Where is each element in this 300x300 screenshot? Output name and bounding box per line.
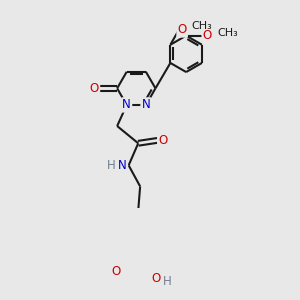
Text: O: O [151,272,160,285]
Text: N: N [122,98,131,111]
Text: H: H [163,275,171,288]
Text: O: O [158,134,167,147]
Text: O: O [202,29,212,42]
Text: CH₃: CH₃ [192,21,212,31]
Text: CH₃: CH₃ [218,28,238,38]
Text: O: O [90,82,99,95]
Text: N: N [142,98,150,111]
Text: N: N [118,159,127,172]
Text: O: O [178,23,187,37]
Text: H: H [107,159,116,172]
Text: O: O [112,265,121,278]
